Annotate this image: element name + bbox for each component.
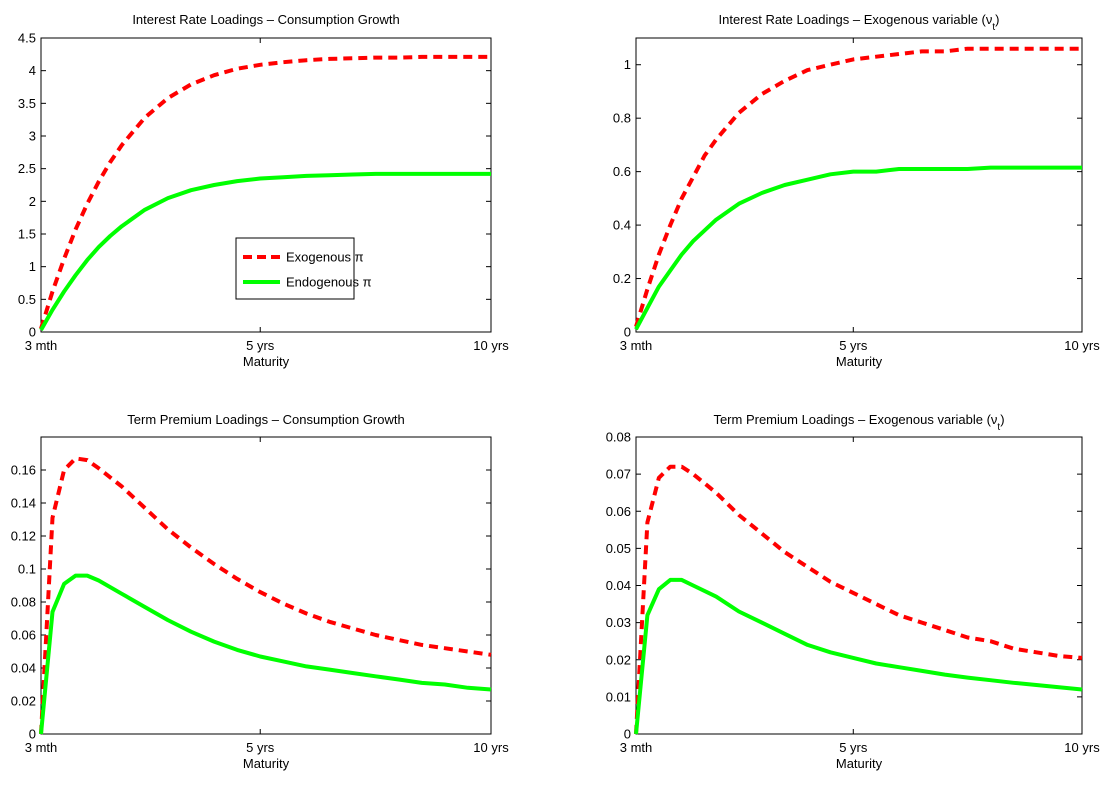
x-tick-label: 5 yrs xyxy=(839,338,868,353)
x-axis: 3 mth 5 yrs 10 yrs xyxy=(25,437,509,755)
title-subscript: t xyxy=(997,422,1000,433)
y-tick-label: 0.4 xyxy=(613,218,631,233)
y-tick-label: 0.6 xyxy=(613,164,631,179)
y-tick-label: 0 xyxy=(29,727,36,742)
chart-title: Interest Rate Loadings – Consumption Gro… xyxy=(132,12,399,27)
y-tick-label: 0 xyxy=(624,727,631,742)
x-tick-label: 5 yrs xyxy=(246,338,275,353)
series-endogenous-line xyxy=(39,573,492,735)
x-tick-label: 10 yrs xyxy=(473,338,509,353)
y-tick-label: 1 xyxy=(624,57,631,72)
y-tick-label: 0.07 xyxy=(606,467,631,482)
series-endogenous-line xyxy=(634,165,1082,331)
x-axis: 3 mth 5 yrs 10 yrs xyxy=(620,38,1100,353)
x-tick-label: 10 yrs xyxy=(1064,338,1100,353)
x-tick-label: 10 yrs xyxy=(1064,740,1100,755)
x-tick-label: 10 yrs xyxy=(473,740,509,755)
y-axis: 0 0.02 0.04 0.06 0.08 0.1 0.12 0.14 0.16 xyxy=(11,463,491,742)
series-endogenous-line xyxy=(39,171,491,331)
y-tick-label: 0.14 xyxy=(11,496,36,511)
y-tick-label: 0 xyxy=(29,325,36,340)
y-axis: 0 0.5 1 1.5 2 2.5 3 3.5 4 4.5 xyxy=(18,31,491,340)
y-tick-label: 4 xyxy=(29,63,36,78)
chart-title: Term Premium Loadings – Consumption Grow… xyxy=(127,412,404,427)
legend-box xyxy=(235,237,355,300)
y-axis: 0 0.01 0.02 0.03 0.04 0.05 0.06 0.07 0.08 xyxy=(606,430,1082,742)
series-endogenous-line xyxy=(634,577,1083,735)
y-tick-label: 0.02 xyxy=(11,694,36,709)
x-axis: 3 mth 5 yrs 10 yrs xyxy=(25,38,509,353)
y-axis: 0 0.2 0.4 0.6 0.8 1 xyxy=(613,57,1082,340)
y-tick-label: 0.08 xyxy=(606,430,631,445)
y-tick-label: 0.01 xyxy=(606,689,631,704)
y-tick-label: 0.05 xyxy=(606,541,631,556)
y-tick-label: 0.8 xyxy=(613,111,631,126)
x-tick-label: 5 yrs xyxy=(839,740,868,755)
series-exogenous-line xyxy=(634,464,1083,735)
chart-panel-1: 0 0.5 1 1.5 2 2.5 3 3.5 4 4.5 3 mth 5 yrs 10 yrs Matu… xyxy=(18,12,509,369)
y-tick-label: 0.02 xyxy=(606,652,631,667)
y-tick-label: 0.03 xyxy=(606,615,631,630)
y-tick-label: 0.5 xyxy=(18,292,36,307)
title-suffix: ) xyxy=(995,12,999,27)
y-tick-label: 0.1 xyxy=(18,562,36,577)
y-tick-label: 0.06 xyxy=(11,628,36,643)
y-tick-label: 0.04 xyxy=(11,661,36,676)
legend-label: Exogenous π xyxy=(286,250,364,265)
plot-area-frame xyxy=(635,37,1083,333)
x-axis-label: Maturity xyxy=(243,756,290,771)
series-exogenous-line xyxy=(39,54,491,330)
title-suffix: ) xyxy=(1000,412,1004,427)
y-tick-label: 2 xyxy=(29,194,36,209)
chart-panel-2: 0 0.2 0.4 0.6 0.8 1 3 mth 5 yrs 10 yrs Maturity In… xyxy=(613,12,1100,369)
y-tick-label: 4.5 xyxy=(18,31,36,46)
y-tick-label: 0.2 xyxy=(613,271,631,286)
series-exogenous-line xyxy=(39,456,492,735)
y-tick-label: 0.08 xyxy=(11,595,36,610)
x-tick-label: 3 mth xyxy=(25,740,58,755)
y-tick-label: 0.12 xyxy=(11,529,36,544)
y-tick-label: 0.04 xyxy=(606,578,631,593)
plot-area-frame xyxy=(40,436,492,735)
x-tick-label: 3 mth xyxy=(25,338,58,353)
y-tick-label: 0.06 xyxy=(606,504,631,519)
x-tick-label: 3 mth xyxy=(620,740,653,755)
y-tick-label: 2.5 xyxy=(18,161,36,176)
legend-label: Endogenous π xyxy=(286,275,372,290)
chart-title: Term Premium Loadings – Exogenous variab… xyxy=(713,412,1004,433)
x-axis: 3 mth 5 yrs 10 yrs xyxy=(620,437,1100,755)
plot-area-frame xyxy=(40,37,492,333)
y-tick-label: 3.5 xyxy=(18,96,36,111)
y-tick-label: 0.16 xyxy=(11,463,36,478)
x-tick-label: 3 mth xyxy=(620,338,653,353)
x-tick-label: 5 yrs xyxy=(246,740,275,755)
y-tick-label: 1.5 xyxy=(18,227,36,242)
x-axis-label: Maturity xyxy=(836,756,883,771)
plot-area-frame xyxy=(635,436,1083,735)
chart-title: Interest Rate Loadings – Exogenous varia… xyxy=(718,12,999,33)
legend: Exogenous π Endogenous π xyxy=(235,237,372,300)
title-subscript: t xyxy=(992,22,995,33)
x-axis-label: Maturity xyxy=(836,354,883,369)
chart-panel-4: 0 0.01 0.02 0.03 0.04 0.05 0.06 0.07 0.08 3 mth 5 … xyxy=(606,412,1101,771)
y-tick-label: 3 xyxy=(29,129,36,144)
y-tick-label: 1 xyxy=(29,259,36,274)
y-tick-label: 0 xyxy=(624,325,631,340)
x-axis-label: Maturity xyxy=(243,354,290,369)
chart-panel-3: 0 0.02 0.04 0.06 0.08 0.1 0.12 0.14 0.16 3 mth 5 y… xyxy=(11,412,510,771)
series-exogenous-line xyxy=(634,46,1082,328)
